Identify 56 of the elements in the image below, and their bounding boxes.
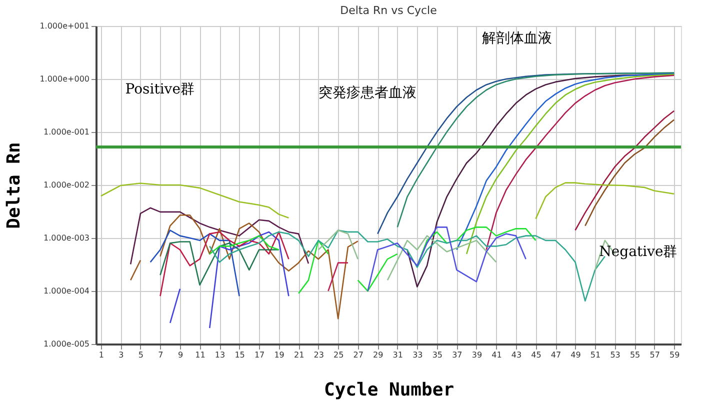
- line-series: [130, 207, 310, 265]
- x-tick-label: 13: [214, 350, 226, 360]
- x-tick-label: 59: [669, 350, 680, 360]
- chart-title: Delta Rn vs Cycle: [340, 4, 438, 17]
- y-axis-title: Delta Rn: [4, 142, 25, 229]
- y-tick-label: 1.000e-003: [44, 234, 90, 242]
- x-tick-label: 17: [254, 350, 265, 360]
- y-tick-label: 1.000e-004: [44, 286, 90, 296]
- y-tick-label: 1.000e+000: [40, 74, 90, 84]
- x-tick-label: 3: [118, 350, 124, 360]
- annotation: Negative群: [599, 244, 678, 260]
- line-series: [160, 241, 280, 286]
- x-tick-label: 21: [294, 350, 304, 360]
- x-tick-label: 37: [452, 350, 462, 360]
- x-tick-label: 1: [98, 350, 104, 360]
- line-series: [535, 182, 675, 220]
- x-tick-label: 7: [158, 350, 164, 360]
- x-tick-label: 9: [178, 350, 184, 360]
- line-series: [150, 230, 240, 297]
- line-series: [386, 235, 497, 281]
- x-tick-label: 47: [550, 350, 562, 360]
- x-tick-label: 49: [570, 350, 581, 360]
- y-tick-label: 1.000e+001: [40, 22, 90, 30]
- x-tick-label: 35: [432, 350, 443, 360]
- line-series: [160, 214, 359, 320]
- x-tick-label: 55: [630, 350, 640, 360]
- x-axis-title: Cycle Number: [324, 380, 454, 400]
- line-series: [318, 230, 359, 260]
- annotation: 突発疹患者血液: [318, 84, 416, 101]
- line-series: [584, 119, 675, 226]
- x-tick-label: 23: [314, 350, 324, 360]
- x-tick-label: 53: [610, 350, 620, 360]
- line-series: [100, 182, 290, 218]
- line-series: [208, 231, 290, 329]
- x-tick-label: 43: [511, 350, 522, 360]
- y-tick-label: 1.000e-002: [44, 180, 90, 190]
- annotation: Positive群: [125, 82, 194, 98]
- line-series: [160, 231, 290, 297]
- x-tick-label: 31: [392, 350, 403, 360]
- x-tick-label: 45: [531, 350, 542, 360]
- x-tick-label: 51: [590, 350, 601, 360]
- x-tick-label: 57: [650, 350, 660, 360]
- line-series: [574, 110, 675, 231]
- annotation: 解剖体血液: [482, 30, 552, 47]
- x-tick-label: 19: [274, 350, 284, 360]
- x-tick-label: 27: [353, 350, 364, 360]
- x-tick-label: 5: [138, 350, 144, 360]
- x-tick-label: 29: [373, 350, 384, 360]
- x-tick-label: 15: [234, 350, 245, 360]
- y-tick-label: 1.000e-001: [44, 128, 90, 136]
- x-tick-label: 25: [334, 350, 344, 360]
- x-tick-label: 41: [492, 350, 502, 360]
- x-tick-label: 11: [195, 350, 206, 360]
- x-tick-label: 33: [412, 350, 423, 360]
- x-tick-label: 39: [472, 350, 482, 360]
- y-tick-label: 1.000e-005: [44, 340, 90, 348]
